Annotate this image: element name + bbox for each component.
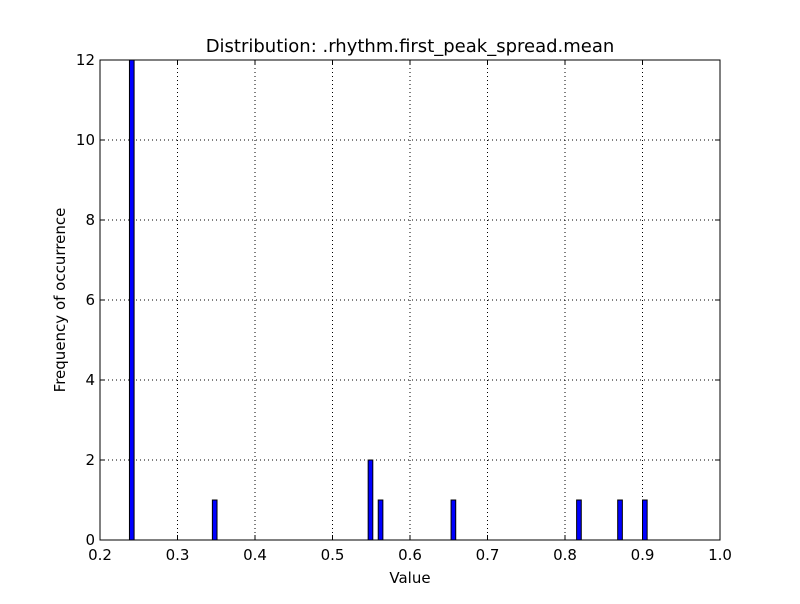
histogram-bar — [377, 499, 384, 541]
histogram-bar — [128, 59, 135, 541]
histogram-bar — [617, 499, 623, 541]
histogram-bar — [576, 499, 582, 541]
y-tick-label: 6 — [85, 291, 95, 309]
x-tick-label: 0.6 — [398, 546, 422, 564]
y-tick-label: 0 — [85, 531, 95, 549]
x-tick-label: 0.9 — [631, 546, 655, 564]
x-tick-label: 0.5 — [321, 546, 345, 564]
y-tick-label: 4 — [85, 371, 95, 389]
x-tick-label: 0.4 — [243, 546, 267, 564]
x-tick-label: 0.2 — [88, 546, 112, 564]
x-axis-label: Value — [389, 569, 430, 587]
y-tick-label: 10 — [76, 131, 95, 149]
y-tick-label: 8 — [85, 211, 95, 229]
x-tick-label: 0.3 — [166, 546, 190, 564]
histogram-bar — [642, 499, 648, 541]
x-tick-label: 0.8 — [553, 546, 577, 564]
x-tick-label: 0.7 — [476, 546, 500, 564]
histogram-bar — [367, 459, 374, 541]
y-tick-label: 12 — [76, 51, 95, 69]
y-axis-label: Frequency of occurrence — [51, 208, 69, 393]
chart-title: Distribution: .rhythm.first_peak_spread.… — [206, 36, 615, 57]
plot-area: 0.2 0.3 0.4 0.5 0.6 0.7 0.8 0.9 1.0 0 2 4 6 8 10 12 — [76, 51, 732, 564]
x-tick-label: 1.0 — [708, 546, 732, 564]
y-tick-label: 2 — [85, 451, 95, 469]
histogram-bar — [211, 499, 218, 541]
histogram-bar — [450, 499, 457, 541]
